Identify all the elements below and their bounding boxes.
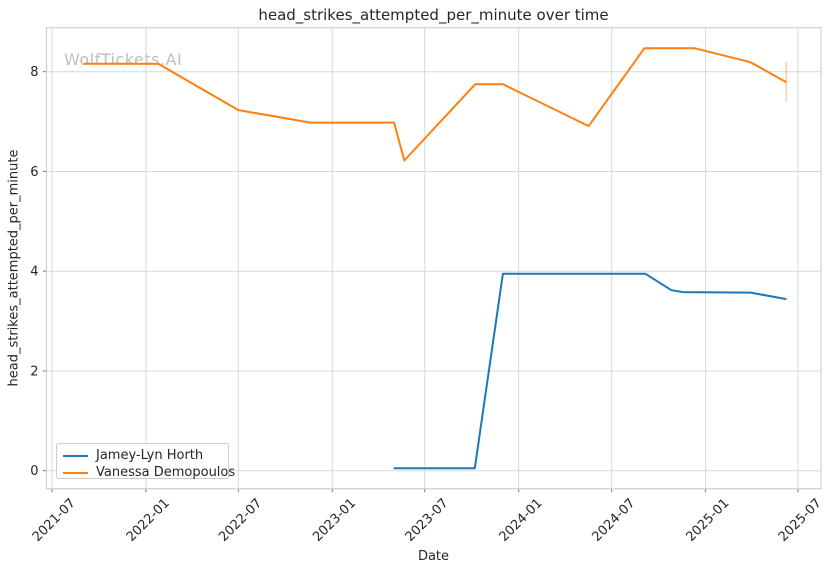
x-tick-label: 2024-07 xyxy=(589,496,638,545)
legend-label: Jamey-Lyn Horth xyxy=(96,448,204,463)
y-tick-label: 0 xyxy=(30,464,38,479)
plot-border xyxy=(45,27,822,490)
y-tick-label: 8 xyxy=(30,65,38,80)
x-tick-label: 2025-01 xyxy=(683,496,732,545)
legend-line-swatch-orange xyxy=(63,471,88,474)
legend: Jamey-Lyn Horth Vanessa Demopoulos xyxy=(56,443,235,481)
y-tick-label: 6 xyxy=(30,165,38,180)
x-tick-label: 2022-01 xyxy=(124,496,173,545)
series-line-vanessa-demopoulos xyxy=(83,47,787,162)
y-tick-label: 2 xyxy=(30,364,38,379)
x-tick-label: 2022-07 xyxy=(216,496,265,545)
x-tick-label: 2023-07 xyxy=(403,496,452,545)
legend-line-swatch-blue xyxy=(63,454,88,457)
legend-item: Vanessa Demopoulos xyxy=(63,464,235,481)
y-axis-label: head_strikes_attempted_per_minute xyxy=(6,149,22,387)
chart-title: head_strikes_attempted_per_minute over t… xyxy=(258,6,609,24)
legend-item: Jamey-Lyn Horth xyxy=(63,447,228,464)
x-axis-label: Date xyxy=(417,549,450,564)
series-line-jamey-lyn-horth xyxy=(393,272,787,470)
x-tick-label: 2025-07 xyxy=(776,496,825,545)
legend-label: Vanessa Demopoulos xyxy=(96,465,236,480)
y-tick-label: 4 xyxy=(30,265,38,280)
x-tick-label: 2023-01 xyxy=(310,496,359,545)
x-tick-label: 2021-07 xyxy=(30,496,79,545)
x-tick-label: 2024-01 xyxy=(497,496,546,545)
